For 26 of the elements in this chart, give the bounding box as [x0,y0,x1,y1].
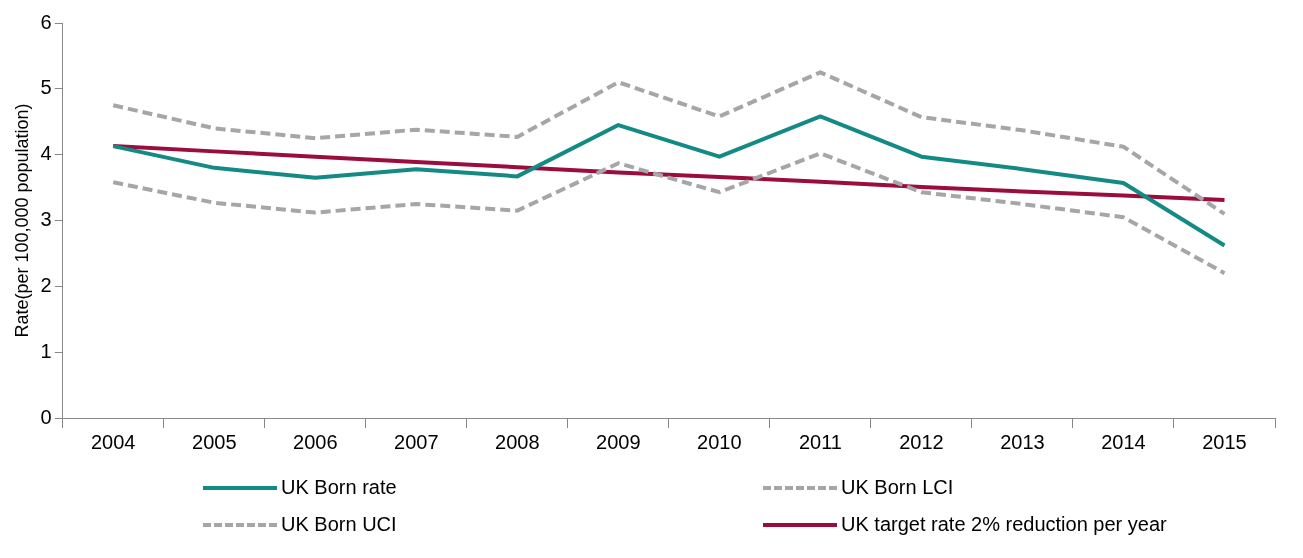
y-axis-title: Rate(per 100,000 population) [11,103,32,338]
legend-label: UK Born UCI [281,513,397,536]
x-tick-label: 2007 [394,430,439,453]
y-tick-label: 4 [40,142,52,165]
x-tick-label: 2015 [1202,430,1247,453]
x-tick-label: 2010 [697,430,742,453]
line-series [111,70,1227,216]
legend-label: UK Born rate [281,476,397,499]
line-series [111,151,1227,276]
legend-label: UK Born LCI [841,476,954,499]
x-tick-label: 2011 [798,430,842,453]
y-tick-label: 6 [40,10,52,33]
x-tick-label: 2012 [899,430,944,453]
y-tick-label: 1 [40,339,52,362]
x-tick-label: 2008 [495,430,540,453]
x-tick-label: 2005 [192,430,237,453]
x-tick-label: 2013 [1000,430,1045,453]
x-tick-label: 2006 [293,430,338,453]
x-tick-label: 2004 [90,430,136,453]
x-tick-label: 2009 [596,430,641,453]
y-tick-label: 0 [40,405,52,428]
y-tick-label: 3 [40,208,52,231]
y-tick-label: 5 [40,76,52,99]
x-tick-label: 2014 [1101,430,1146,453]
y-tick-label: 2 [40,273,52,296]
legend-label: UK target rate 2% reduction per year [841,513,1167,536]
